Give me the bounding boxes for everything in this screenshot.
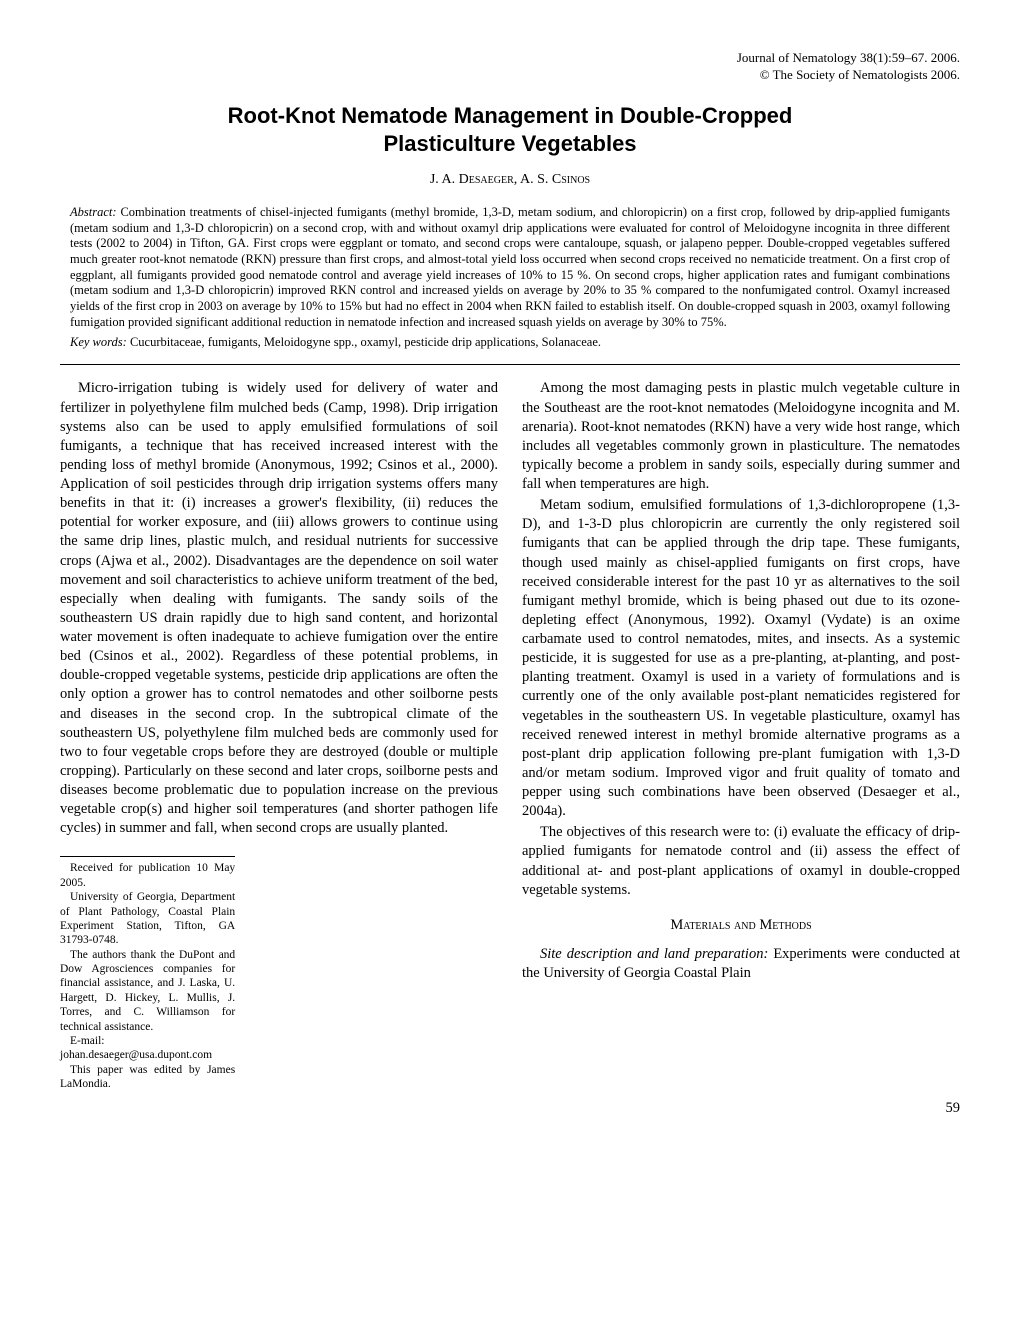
- section-heading: Materials and Methods: [522, 916, 960, 935]
- title-line2: Plasticulture Vegetables: [383, 131, 636, 156]
- journal-line1: Journal of Nematology 38(1):59–67. 2006.: [737, 50, 960, 65]
- footnote: This paper was edited by James LaMondia.: [60, 1063, 235, 1092]
- body-paragraph: Metam sodium, emulsified formulations of…: [522, 496, 960, 821]
- footnote: E-mail: johan.desaeger@usa.dupont.com: [60, 1034, 235, 1063]
- keywords: Key words: Cucurbitaceae, fumigants, Mel…: [70, 334, 950, 350]
- article-title: Root-Knot Nematode Management in Double-…: [60, 102, 960, 159]
- left-column: Micro-irrigation tubing is widely used f…: [60, 379, 498, 1091]
- footnote: Received for publication 10 May 2005.: [60, 861, 235, 890]
- page-number: 59: [60, 1099, 960, 1118]
- journal-info: Journal of Nematology 38(1):59–67. 2006.…: [60, 50, 960, 84]
- run-in-heading: Site description and land preparation:: [540, 946, 768, 962]
- footnote: University of Georgia, Department of Pla…: [60, 890, 235, 948]
- horizontal-rule: [60, 364, 960, 365]
- author-names: J. A. Desaeger, A. S. Csinos: [60, 171, 960, 189]
- footnotes: Received for publication 10 May 2005. Un…: [60, 856, 235, 1091]
- footnote: The authors thank the DuPont and Dow Agr…: [60, 948, 235, 1034]
- body-columns: Micro-irrigation tubing is widely used f…: [60, 379, 960, 1091]
- keywords-label: Key words:: [70, 335, 127, 349]
- body-paragraph: Micro-irrigation tubing is widely used f…: [60, 379, 498, 838]
- abstract-text: Combination treatments of chisel-injecte…: [70, 205, 950, 328]
- title-line1: Root-Knot Nematode Management in Double-…: [228, 103, 793, 128]
- body-paragraph: Among the most damaging pests in plastic…: [522, 379, 960, 494]
- abstract-label: Abstract:: [70, 205, 117, 219]
- abstract: Abstract: Combination treatments of chis…: [70, 205, 950, 330]
- body-paragraph: The objectives of this research were to:…: [522, 823, 960, 900]
- right-column: Among the most damaging pests in plastic…: [522, 379, 960, 1091]
- journal-line2: © The Society of Nematologists 2006.: [760, 67, 960, 82]
- body-paragraph: Site description and land preparation: E…: [522, 945, 960, 983]
- keywords-text: Cucurbitaceae, fumigants, Meloidogyne sp…: [127, 335, 601, 349]
